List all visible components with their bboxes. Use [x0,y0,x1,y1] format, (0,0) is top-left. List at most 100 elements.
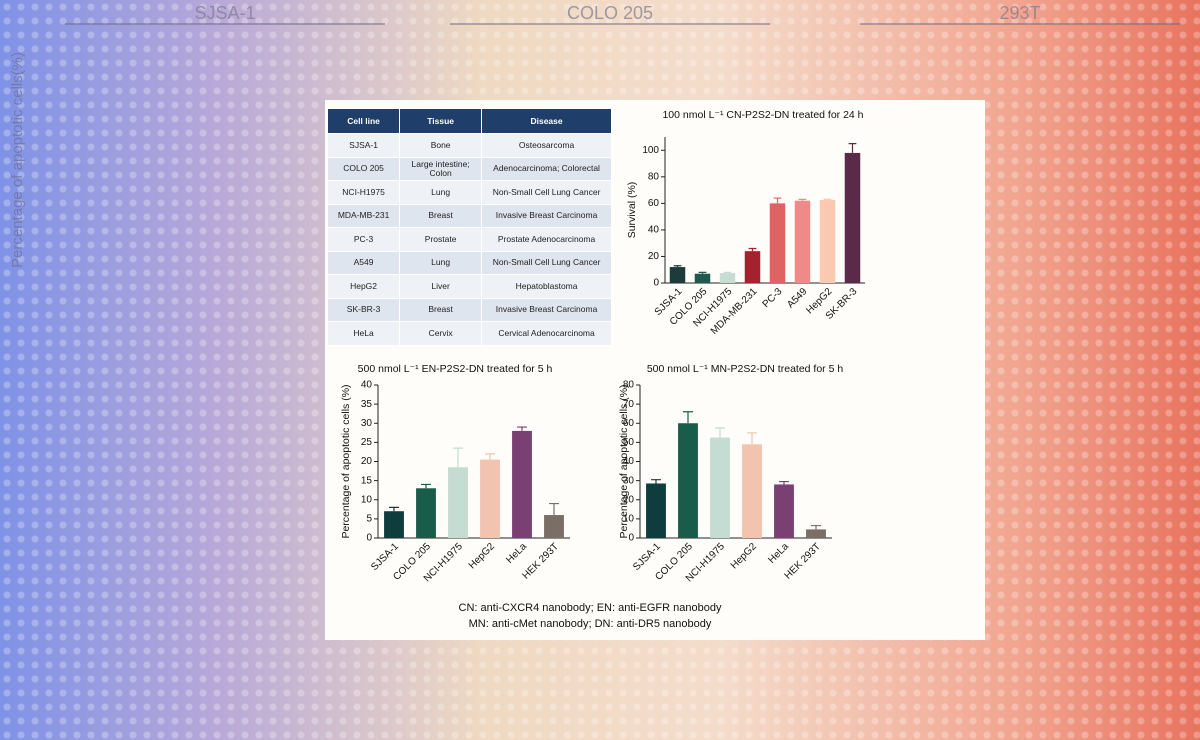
y-tick-label: 100 [642,145,659,156]
error-bar [773,197,782,204]
error-bar [549,502,559,516]
x-tick-label: HeLa [504,541,529,566]
y-tick-label: 25 [361,437,373,448]
y-tick-label: 20 [648,251,660,262]
table-cell: Non-Small Cell Lung Cancer [481,250,612,275]
table-row: NCI-H1975 Lung Non-Small Cell Lung Cancer [326,180,612,205]
chart-title: 100 nmol L⁻¹ CN-P2S2-DN treated for 24 h [662,109,863,121]
bar [806,529,826,538]
error-bar [421,483,431,489]
table-cell: Liver [399,274,483,299]
table-row: MDA-MB-231 Breast Invasive Breast Carcinom… [326,203,612,228]
bar [646,483,666,538]
x-tick-label: HepG2 [467,541,497,571]
table-cell: HeLa [326,321,401,346]
table-header-cell: Cell line [326,108,401,134]
error-bar [389,506,399,512]
table-cell: Cervical Adenocarcinoma [481,321,612,346]
y-tick-label: 10 [623,514,635,525]
error-bar [453,447,463,468]
y-tick-label: 50 [623,437,635,448]
bar [448,467,468,538]
bar [844,152,861,283]
bar [774,484,794,538]
y-tick-label: 35 [361,399,373,410]
x-tick-label: HepG2 [729,541,759,571]
table-cell: Lung [399,180,483,205]
bar [769,203,786,283]
background-title: 293T [999,3,1040,23]
x-tick-label: PC-3 [761,286,785,310]
y-tick-label: 40 [361,380,373,391]
x-tick-label: HeLa [766,541,791,566]
bar [794,200,811,283]
error-bar [798,198,807,201]
y-tick-label: 0 [653,278,659,289]
y-tick-label: 80 [648,171,660,182]
y-tick-label: 0 [628,533,634,544]
y-axis-label: Percentage of apoptotic cells (%) [618,384,630,538]
background-title: SJSA-1 [194,3,255,23]
y-axis-label: Survival (%) [626,182,638,239]
table-cell: Lung [399,250,483,275]
table-cell: Large intestine; Colon [399,156,483,181]
background-title: COLO 205 [567,3,653,23]
table-row: PC-3 Prostate Prostate Adenocarcinoma [326,227,612,252]
table-header-cell: Tissue [399,108,483,134]
bar [544,515,564,538]
bar [694,273,711,283]
error-bar [848,143,857,153]
table-cell: NCI-H1975 [326,180,401,205]
y-tick-label: 60 [648,198,660,209]
table-cell: Invasive Breast Carcinoma [481,203,612,228]
bar [710,437,730,538]
table-cell: Breast [399,297,483,322]
error-bar [517,426,527,431]
table-cell: A549 [326,250,401,275]
y-tick-label: 30 [623,475,635,486]
bar [480,459,500,538]
bar [669,267,686,283]
table-row: HeLa Cervix Cervical Adenocarcinoma [326,321,612,346]
chart-title: 500 nmol L⁻¹ MN-P2S2-DN treated for 5 h [647,363,844,375]
y-axis-label: Percentage of apoptotic cells (%) [340,384,352,538]
bar [678,423,698,538]
y-tick-label: 30 [361,418,373,429]
error-bar [723,271,732,274]
error-bar [485,453,495,460]
error-bar [747,432,757,445]
footnote: MN: anti-cMet nanobody; DN: anti-DR5 nan… [468,618,712,630]
error-bar [823,198,832,201]
y-tick-label: 15 [361,475,373,486]
table-cell: Non-Small Cell Lung Cancer [481,180,612,205]
y-tick-label: 40 [623,456,635,467]
background-axis-label: Percentage of apoptotic cells(%) [9,52,26,268]
bar [384,511,404,538]
y-tick-label: 20 [361,456,373,467]
table-cell: PC-3 [326,227,401,252]
bar [416,488,436,538]
bar [719,273,736,283]
y-tick-label: 60 [623,418,635,429]
table-cell: SJSA-1 [326,133,401,158]
table-cell: Osteosarcoma [481,133,612,158]
table-cell: Breast [399,203,483,228]
table-row: SK-BR-3 Breast Invasive Breast Carcinoma [326,297,612,322]
y-tick-label: 10 [361,494,373,505]
error-bar [715,427,725,438]
y-tick-label: 40 [648,225,660,236]
table-header-cell: Disease [481,108,612,134]
error-bar [698,271,707,274]
table-cell: Prostate [399,227,483,252]
x-tick-label: SJSA-1 [631,541,663,573]
table-cell: Cervix [399,321,483,346]
table-cell: Adenocarcinoma; Colorectal [481,156,612,181]
bar [819,200,836,283]
table-cell: Hepatoblastoma [481,274,612,299]
y-tick-label: 70 [623,399,635,410]
bar [742,444,762,538]
error-bar [779,480,789,485]
y-tick-label: 0 [366,533,372,544]
table-row: A549 Lung Non-Small Cell Lung Cancer [326,250,612,275]
